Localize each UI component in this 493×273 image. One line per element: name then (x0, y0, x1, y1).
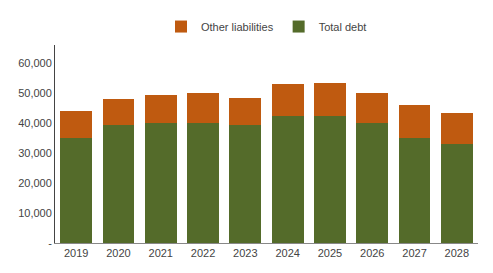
svg-text:Total debt: Total debt (319, 21, 367, 33)
svg-text:2027: 2027 (402, 247, 426, 259)
svg-text:2028: 2028 (445, 247, 469, 259)
svg-text:-: - (48, 237, 52, 249)
svg-text:2020: 2020 (106, 247, 130, 259)
svg-text:30,000: 30,000 (18, 147, 52, 159)
svg-text:2023: 2023 (233, 247, 257, 259)
svg-text:2022: 2022 (191, 247, 215, 259)
svg-text:2024: 2024 (275, 247, 299, 259)
svg-text:40,000: 40,000 (18, 117, 52, 129)
svg-text:2021: 2021 (149, 247, 173, 259)
svg-text:Other liabilities: Other liabilities (201, 21, 274, 33)
svg-text:10,000: 10,000 (18, 207, 52, 219)
svg-text:2026: 2026 (360, 247, 384, 259)
svg-text:2025: 2025 (318, 247, 342, 259)
svg-text:60,000: 60,000 (18, 57, 52, 69)
svg-text:50,000: 50,000 (18, 87, 52, 99)
svg-text:2019: 2019 (64, 247, 88, 259)
svg-text:20,000: 20,000 (18, 177, 52, 189)
